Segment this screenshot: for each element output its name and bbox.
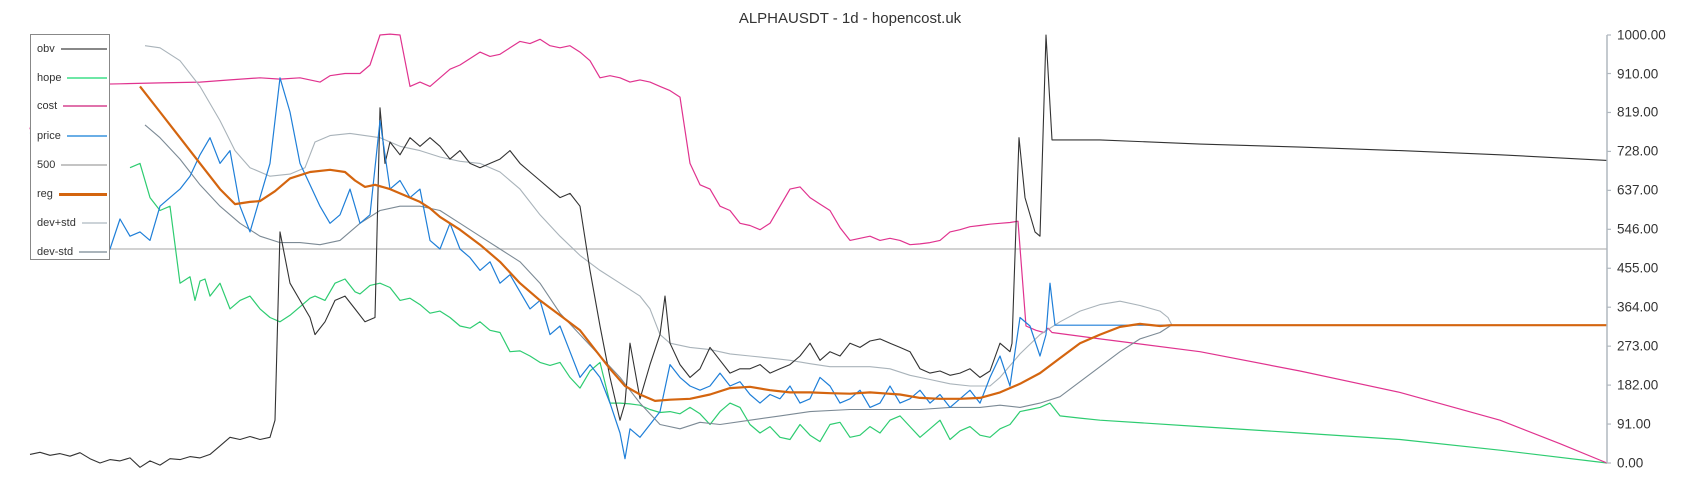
series-reg: [139, 85, 1607, 402]
legend-swatch-obv: [60, 48, 107, 50]
chart-title: ALPHAUSDT - 1d - hopencost.uk: [738, 10, 962, 27]
legend-swatch-hope: [67, 77, 107, 79]
y-tick-label: 1000.00: [1617, 27, 1666, 43]
legend-item-obv[interactable]: obv: [37, 41, 107, 57]
legend-swatch-price: [66, 135, 107, 137]
legend-item-dev-minus-std[interactable]: dev-std: [37, 244, 107, 260]
y-tick-label: 819.00: [1617, 104, 1659, 120]
legend-item-cost[interactable]: cost: [37, 98, 107, 114]
legend-item-price[interactable]: price: [37, 128, 107, 144]
series-layer: [29, 33, 1608, 468]
legend-item-reg[interactable]: reg: [37, 186, 107, 202]
series-dev-minus-std: [144, 124, 1173, 430]
legend-swatch-dev-minus-std: [79, 251, 107, 253]
y-tick-label: 546.00: [1617, 221, 1659, 237]
legend: obv hope cost price 500 reg dev+std dev-…: [30, 34, 110, 260]
y-tick-label: 0.00: [1617, 455, 1644, 471]
y-tick-label: 910.00: [1617, 66, 1659, 82]
legend-swatch-500: [61, 164, 107, 166]
y-tick-label: 728.00: [1617, 143, 1659, 159]
series-hope: [129, 162, 1608, 464]
legend-item-hope[interactable]: hope: [37, 70, 107, 86]
legend-swatch-dev-plus-std: [81, 222, 107, 224]
series-cost: [29, 33, 1608, 464]
y-tick-label: 364.00: [1617, 299, 1659, 315]
y-tick-label: 273.00: [1617, 338, 1659, 354]
legend-item-dev-plus-std[interactable]: dev+std: [37, 215, 107, 231]
y-tick-label: 182.00: [1617, 377, 1659, 393]
y-tick-label: 91.00: [1617, 416, 1651, 432]
legend-item-500[interactable]: 500: [37, 157, 107, 173]
y-tick-label: 455.00: [1617, 260, 1659, 276]
series-price: [29, 77, 1607, 460]
legend-swatch-reg: [58, 192, 107, 196]
y-axis: [1606, 34, 1611, 464]
legend-swatch-cost: [63, 105, 107, 107]
y-tick-label: 637.00: [1617, 182, 1659, 198]
series-obv: [29, 34, 1608, 468]
